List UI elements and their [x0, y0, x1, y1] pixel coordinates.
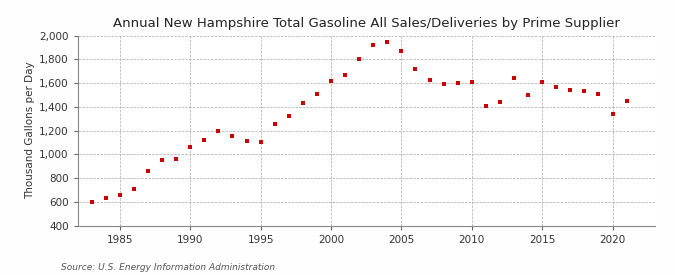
Point	[157, 158, 167, 163]
Point	[607, 112, 618, 116]
Point	[213, 128, 224, 133]
Point	[185, 145, 196, 149]
Point	[621, 99, 632, 103]
Point	[340, 73, 350, 77]
Point	[537, 80, 547, 84]
Point	[227, 134, 238, 138]
Text: Source: U.S. Energy Information Administration: Source: U.S. Energy Information Administ…	[61, 263, 275, 272]
Point	[565, 87, 576, 92]
Point	[466, 80, 477, 84]
Point	[199, 138, 210, 142]
Point	[115, 193, 126, 197]
Point	[551, 84, 562, 89]
Point	[312, 92, 323, 96]
Y-axis label: Thousand Gallons per Day: Thousand Gallons per Day	[25, 62, 35, 199]
Point	[508, 76, 519, 81]
Point	[171, 157, 182, 161]
Point	[86, 200, 97, 204]
Point	[128, 186, 139, 191]
Point	[101, 196, 111, 200]
Point	[325, 79, 336, 83]
Point	[438, 82, 449, 87]
Point	[368, 43, 379, 48]
Point	[354, 57, 364, 62]
Point	[522, 93, 533, 97]
Point	[481, 103, 491, 108]
Point	[255, 140, 266, 144]
Point	[593, 92, 604, 96]
Point	[424, 78, 435, 82]
Point	[495, 99, 506, 104]
Point	[284, 114, 294, 119]
Point	[579, 89, 590, 94]
Point	[298, 101, 308, 106]
Point	[142, 169, 153, 173]
Title: Annual New Hampshire Total Gasoline All Sales/Deliveries by Prime Supplier: Annual New Hampshire Total Gasoline All …	[113, 17, 620, 31]
Point	[382, 40, 393, 44]
Point	[452, 81, 463, 85]
Point	[269, 121, 280, 126]
Point	[410, 67, 421, 71]
Point	[241, 139, 252, 144]
Point	[396, 49, 407, 53]
